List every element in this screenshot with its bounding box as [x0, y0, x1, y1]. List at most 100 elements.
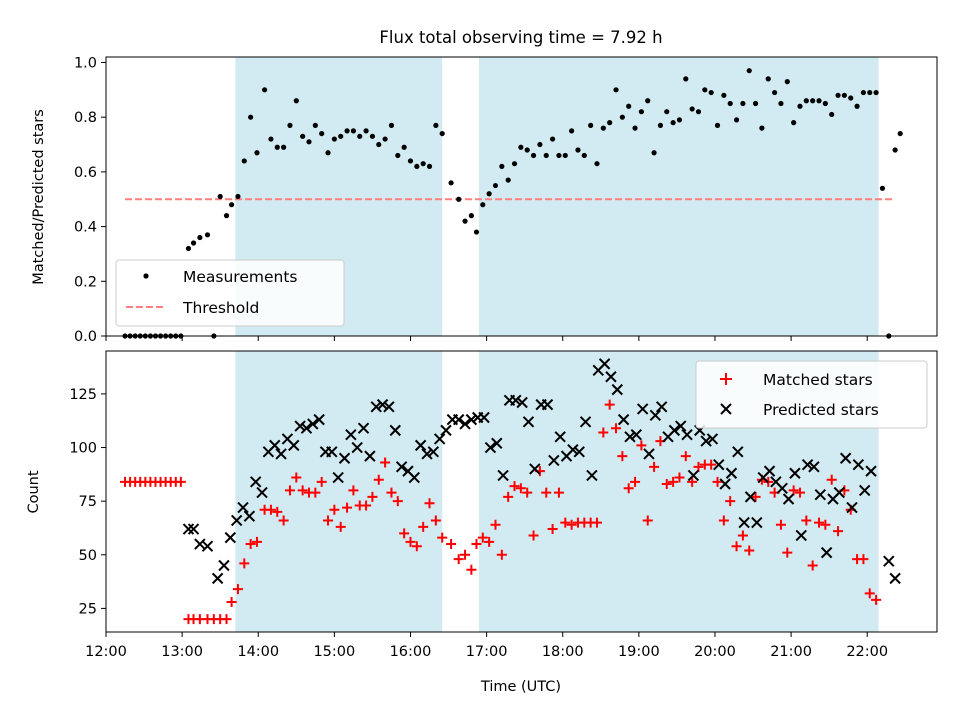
- predicted-stars-point: [383, 401, 395, 413]
- measurement-point: [740, 100, 746, 107]
- predicted-stars-point: [611, 383, 623, 396]
- matched-stars-point: [446, 539, 457, 550]
- matched-stars-point: [680, 451, 691, 462]
- measurement-point: [248, 114, 254, 120]
- matched-stars-point: [833, 526, 844, 537]
- predicted-stars-point: [833, 486, 846, 499]
- matched-stars-point: [642, 515, 653, 526]
- x-tick-label: 14:00: [237, 644, 279, 660]
- legend-box: [695, 360, 928, 429]
- predicted-stars-point: [732, 446, 744, 458]
- measurement-point: [217, 193, 223, 200]
- predicted-stars-point: [510, 394, 522, 407]
- predicted-stars-point: [376, 398, 389, 411]
- measurement-point: [197, 234, 203, 241]
- y-tick-label: 100: [69, 441, 97, 457]
- measurement-point: [281, 144, 287, 150]
- measurement-point: [556, 152, 562, 159]
- predicted-stars-point: [617, 413, 630, 426]
- measurement-point: [350, 128, 356, 134]
- matched-stars-point: [528, 530, 539, 541]
- measurement-point: [841, 92, 847, 98]
- matched-stars-point: [801, 515, 812, 526]
- measurement-point: [185, 245, 192, 252]
- predicted-stars-point: [478, 411, 490, 424]
- measurement-point: [338, 133, 344, 139]
- measurement-point: [569, 128, 575, 134]
- predicted-stars-point: [497, 469, 509, 482]
- measurement-point: [778, 100, 784, 107]
- count-axis-ticks: 12:00 13:00 14:00 15:00 16:00 17:00 18:00 19:00…: [69, 387, 888, 660]
- measurement-point: [204, 232, 211, 238]
- measurement-point: [300, 133, 306, 139]
- measurement-point: [683, 76, 689, 82]
- measurement-point: [892, 147, 898, 153]
- matched-stars-point: [858, 554, 869, 565]
- predicted-stars-point: [814, 489, 826, 501]
- matched-stars-point: [871, 594, 882, 605]
- x-tick-label: 20:00: [694, 644, 736, 660]
- measurement-point: [382, 136, 388, 142]
- matched-stars-point: [411, 541, 422, 552]
- matched-stars-point: [430, 515, 441, 526]
- matched-stars-point: [750, 491, 761, 502]
- predicted-stars-point: [294, 420, 306, 432]
- predicted-stars-point: [243, 510, 256, 522]
- predicted-stars-point: [820, 546, 833, 559]
- predicted-stars-point: [275, 448, 287, 460]
- measurement-point: [772, 89, 778, 96]
- matched-stars-point: [661, 478, 672, 489]
- measurement-point: [708, 89, 714, 96]
- predicted-stars-point: [725, 467, 738, 479]
- matched-stars-point: [484, 536, 495, 547]
- measurement-point: [480, 202, 486, 208]
- predicted-stars-point: [706, 433, 719, 445]
- matched-stars-point: [278, 515, 289, 526]
- matched-stars-point: [496, 549, 507, 560]
- measurement-point: [879, 185, 886, 191]
- measurement-point: [473, 229, 480, 235]
- x-tick-label: 18:00: [542, 644, 584, 660]
- predicted-stars-point: [858, 484, 871, 497]
- matched-stars-point: [718, 515, 729, 526]
- measurement-point: [235, 193, 241, 200]
- matched-stars-point: [291, 472, 302, 483]
- matched-stars-point: [737, 530, 748, 541]
- legend-matched-marker: [720, 373, 732, 385]
- matched-stars-point: [547, 524, 558, 535]
- matched-stars-point: [437, 532, 448, 543]
- x-tick-label: 12:00: [85, 644, 127, 660]
- matched-stars-point: [329, 504, 340, 515]
- matched-stars-point: [503, 491, 514, 502]
- x-tick-label: 22:00: [846, 644, 888, 660]
- matched-stars-point: [623, 483, 634, 494]
- predicted-stars-point: [332, 471, 344, 484]
- measurement-point: [426, 163, 433, 170]
- predicted-stars-point: [345, 428, 357, 441]
- y-tick-label: 0.0: [74, 329, 97, 345]
- predicted-stars-point: [389, 424, 401, 437]
- matched-stars-point: [604, 399, 615, 410]
- matched-stars-point: [342, 502, 353, 513]
- predicted-stars-point: [808, 461, 820, 473]
- matched-stars-point: [348, 485, 359, 496]
- y-tick-label: 1.0: [74, 55, 97, 71]
- measurement-point: [433, 122, 439, 128]
- measurement-point: [638, 109, 644, 115]
- matched-stars-point: [630, 476, 641, 487]
- legend-threshold-label: Threshold: [182, 299, 259, 317]
- measurement-point: [600, 125, 606, 131]
- matched-stars-point: [611, 423, 622, 434]
- predicted-stars-point: [484, 441, 497, 454]
- matched-stars-point: [221, 614, 232, 625]
- predicted-stars-point: [668, 424, 681, 437]
- y-tick-label: 0.4: [74, 220, 97, 236]
- matched-stars-point: [617, 451, 628, 462]
- count-y-axis-label: Count: [26, 470, 42, 513]
- measurement-point: [797, 103, 803, 109]
- matched-stars-point: [477, 532, 488, 543]
- matched-stars-point: [316, 476, 327, 487]
- measurement-point: [229, 202, 235, 208]
- measurement-point: [312, 122, 318, 128]
